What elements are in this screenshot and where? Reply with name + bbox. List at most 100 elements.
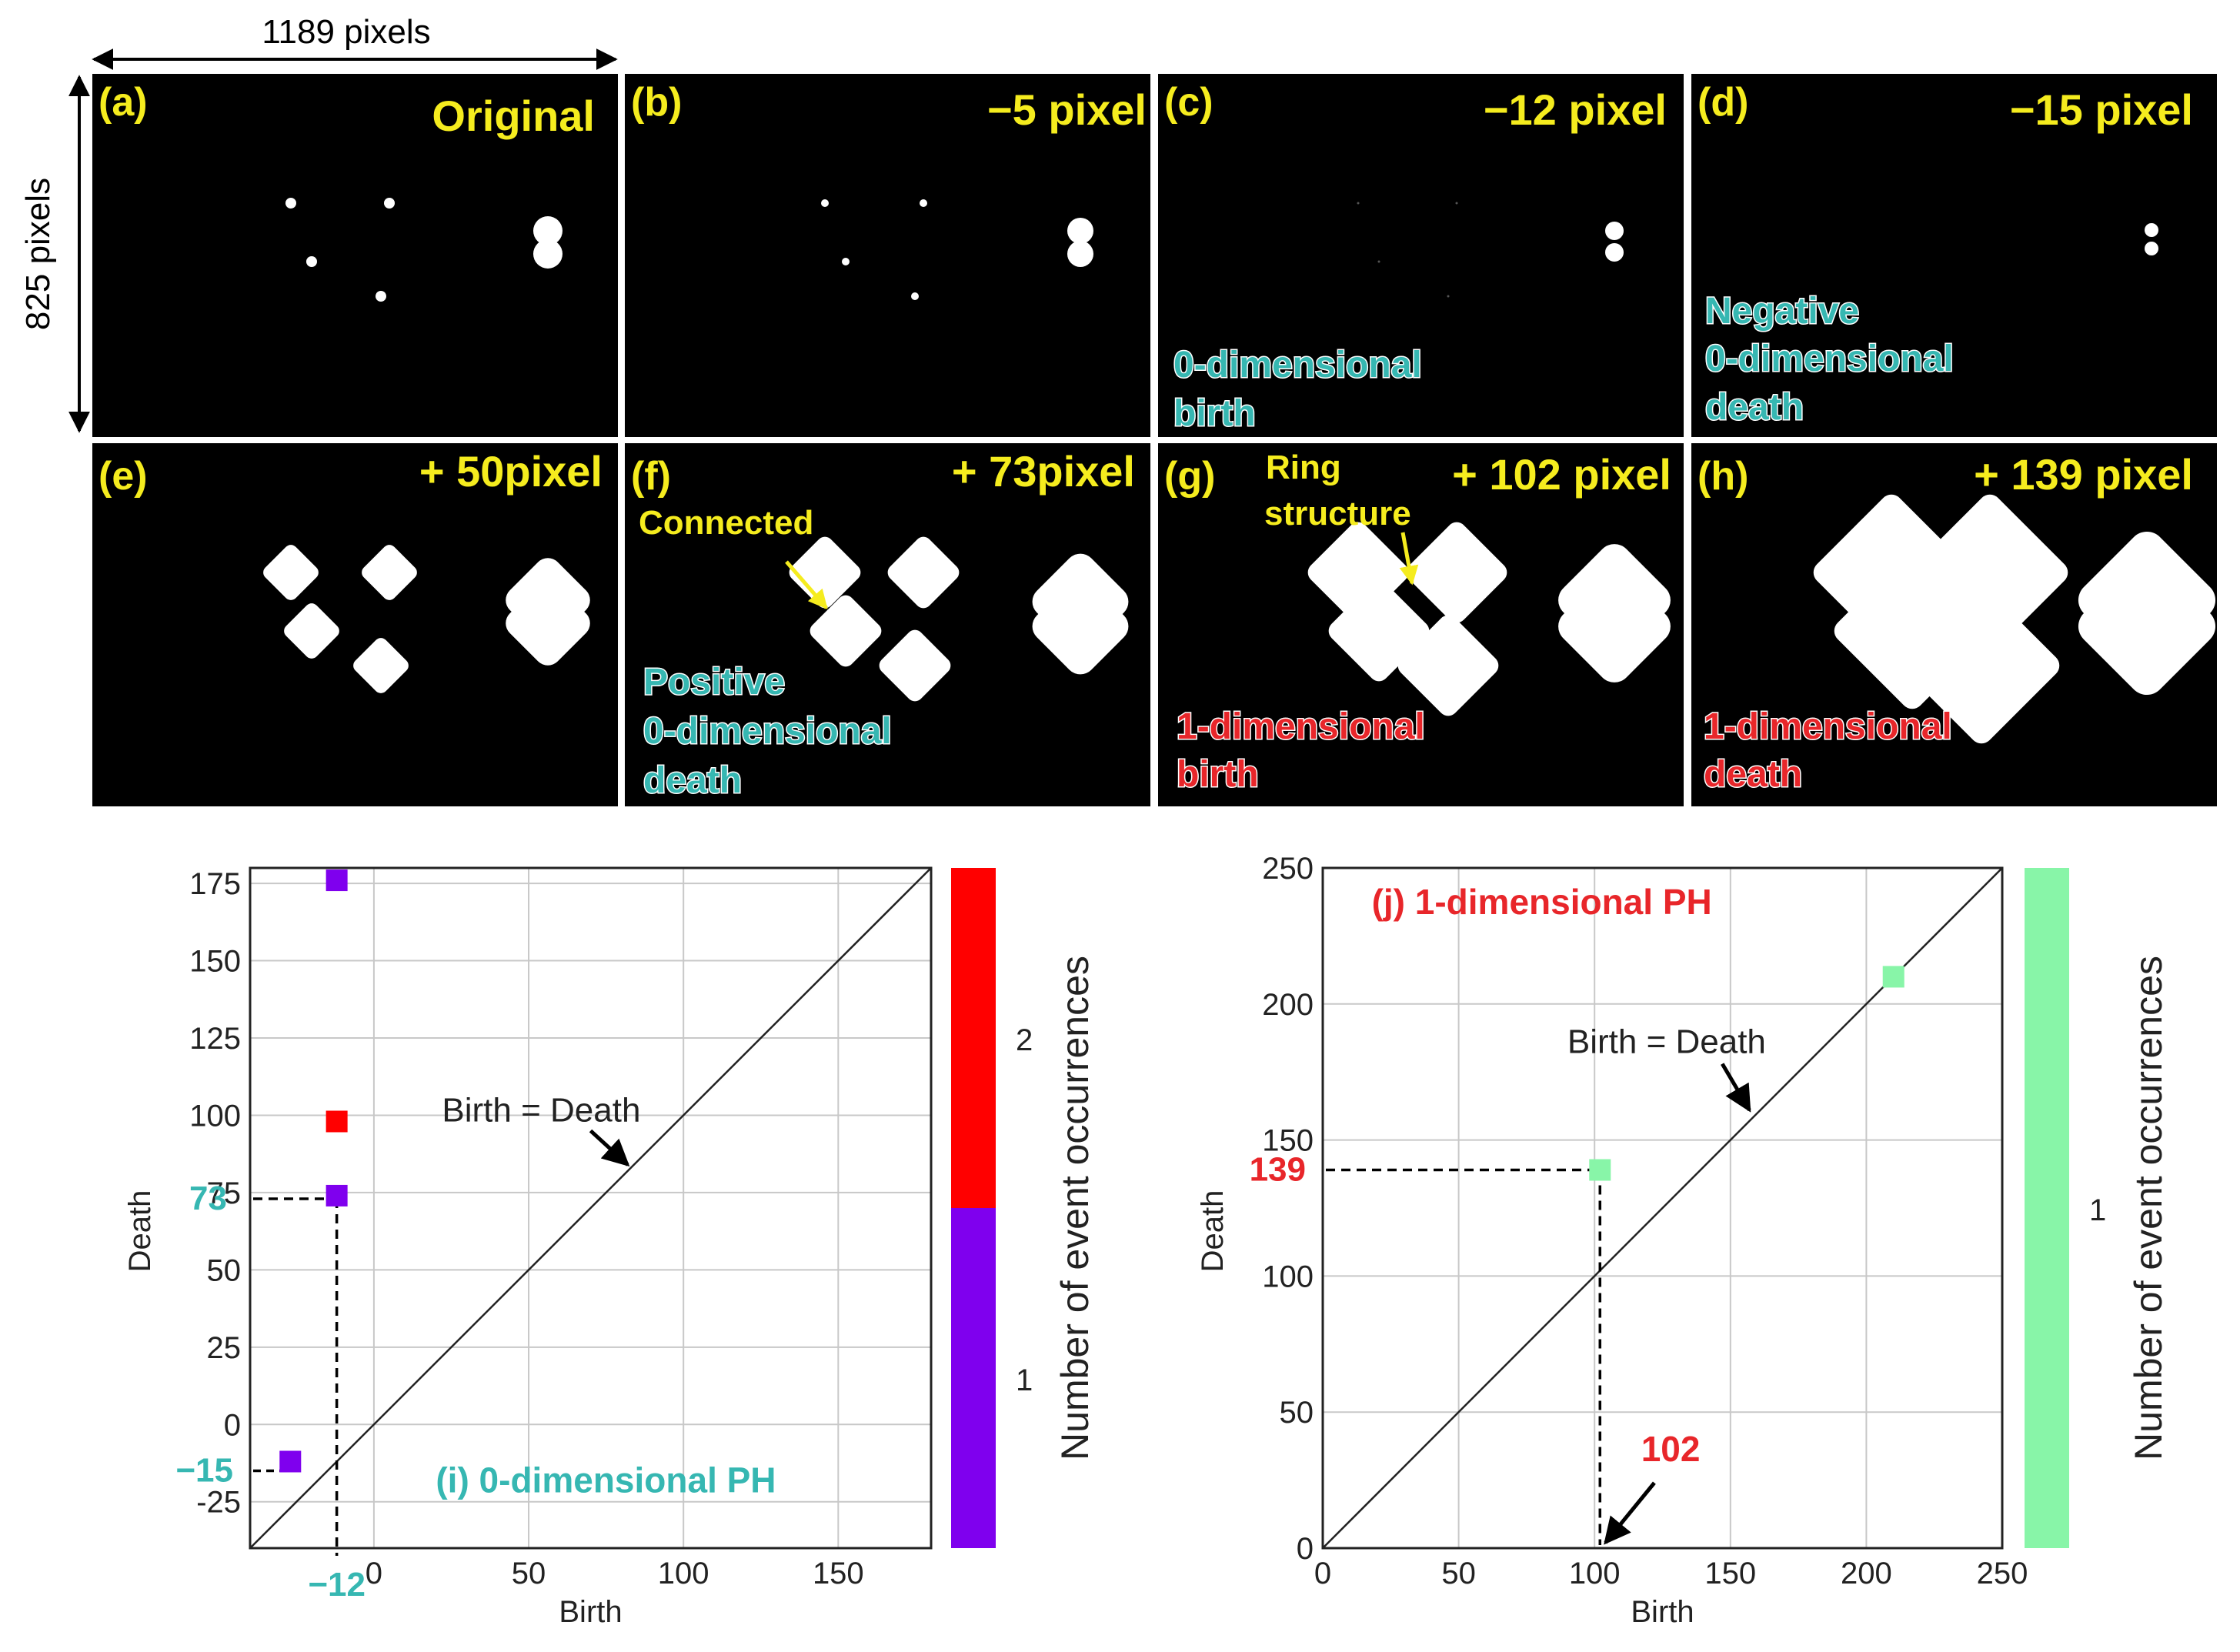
y-tick-label: 50 (1280, 1396, 1314, 1430)
x-axis-label: Birth (1631, 1595, 1694, 1629)
dimension-annotations: 1189 pixels 825 pixels (19, 13, 618, 433)
x-tick-label: 0 (1314, 1557, 1331, 1590)
dot (1377, 260, 1380, 263)
plot-frame (1321, 866, 2004, 1550)
tick-labels: 0 50 100 150 -25 0 25 50 75 100 125 150 175 (189, 867, 863, 1590)
highlight-arrow (1604, 1481, 1656, 1545)
blobs (1813, 494, 2216, 744)
panel-background (625, 74, 1150, 437)
diamond (2078, 557, 2216, 696)
y-tick-label: 0 (1297, 1532, 1314, 1566)
blob (1605, 222, 1624, 240)
panel-h: (h) + 139 pixel 1-dimensional death (1691, 443, 2217, 806)
panel-d: (d) −15 pixel Negative 0-dimensional dea… (1691, 74, 2217, 437)
persistence-point (325, 1184, 348, 1206)
panel-title: −15 pixel (2010, 85, 2193, 134)
x-tick-label: 150 (813, 1557, 864, 1590)
x-tick-label: 100 (658, 1557, 709, 1590)
panel-title: −5 pixel (987, 85, 1147, 134)
panel-tag: (h) (1698, 454, 1748, 499)
x-tick-label: 50 (512, 1557, 546, 1590)
colorbar-tick-label: 2 (1016, 1023, 1033, 1057)
persistence-diagram-1d: 0 50 100 150 200 250 0 50 100 150 200 250 Birth Dea… (1196, 852, 2170, 1629)
dot (920, 199, 927, 207)
colorbar-tick-label: 1 (1016, 1363, 1033, 1397)
x-tick-label: 0 (366, 1557, 382, 1590)
persistence-point (325, 869, 348, 892)
y-tick-label: 100 (189, 1099, 241, 1133)
diamond (887, 536, 960, 609)
dot (376, 291, 386, 302)
blobs (789, 536, 1129, 702)
blob (2145, 223, 2158, 237)
blob (2145, 242, 2158, 255)
diamond (1903, 587, 2060, 744)
blobs (1307, 522, 1671, 716)
diamond (362, 545, 417, 600)
blob (1067, 218, 1093, 244)
dot (285, 198, 296, 209)
y-tick-label: 150 (1262, 1124, 1314, 1158)
ring-annotation-line-1: Ring (1266, 449, 1341, 486)
y-tick-label: 150 (189, 945, 241, 979)
grid (250, 868, 931, 1548)
diamond (1406, 522, 1507, 623)
blob (1605, 243, 1624, 262)
diamond (1558, 570, 1671, 682)
colorbar: 12 (951, 868, 1033, 1548)
y-axis-label: Death (1196, 1190, 1230, 1273)
dot (911, 292, 919, 300)
width-label: 1189 pixels (262, 13, 430, 51)
colorbar-label: Number of event occurrences (2127, 956, 2170, 1460)
persistence-point (1882, 966, 1905, 988)
overlay-line-1: Positive (643, 662, 785, 703)
panel-title: −12 pixel (1484, 85, 1667, 134)
panel-tag: (d) (1698, 80, 1748, 125)
diamond (506, 581, 590, 666)
panel-background (1158, 74, 1684, 437)
x-tick-label: 100 (1569, 1557, 1621, 1590)
y-tick-label: 25 (207, 1331, 242, 1365)
blob (533, 239, 563, 269)
y-tick-label: 0 (224, 1408, 241, 1442)
panel-f: (f) + 73pixel Connected Positive 0-dimen… (625, 443, 1150, 806)
panel-title: + 102 pixel (1452, 450, 1671, 499)
colorbar: 1 (2025, 868, 2106, 1548)
y-tick-label: -25 (196, 1486, 241, 1520)
diamond (1032, 578, 1129, 675)
overlay-line-1: 1-dimensional (1704, 706, 1952, 747)
y-tick-label: 50 (207, 1253, 242, 1287)
diamond (263, 545, 319, 600)
plot-frame (249, 866, 933, 1550)
overlay-line-2: 0-dimensional (643, 711, 892, 752)
diamond (1397, 615, 1499, 716)
connected-arrow (785, 560, 828, 609)
chart-title: (i) 0-dimensional PH (436, 1460, 776, 1500)
diagonal-arrow (589, 1129, 630, 1167)
highlight-y-label-2: 73 (189, 1180, 227, 1217)
blobs (821, 199, 1093, 300)
data-points (1589, 966, 1905, 1181)
image-panels: (a) Original (b) −5 pixel (92, 74, 2217, 806)
dot (1455, 202, 1458, 205)
panel-tag: (a) (98, 80, 148, 125)
diagonal-label: Birth = Death (1567, 1023, 1766, 1060)
blobs (263, 545, 590, 693)
y-tick-label: 125 (189, 1022, 241, 1056)
diamond (810, 595, 882, 667)
overlay-line-1: 1-dimensional (1177, 706, 1425, 747)
y-tick-label: 175 (189, 867, 241, 901)
dot (842, 258, 850, 265)
panel-title: + 139 pixel (1974, 450, 2193, 499)
highlight-y-label: −15 (175, 1452, 233, 1490)
panel-tag: (c) (1164, 80, 1213, 125)
panel-c: (c) −12 pixel 0-dimensional birth (1158, 74, 1684, 437)
overlay-line-1: Negative (1705, 291, 1859, 332)
persistence-point (1589, 1159, 1611, 1181)
guide-lines (1326, 1168, 1602, 1545)
highlight-x-label: −12 (308, 1566, 366, 1604)
diamond (879, 629, 951, 702)
persistence-diagram-0d: 0 50 100 150 -25 0 25 50 75 100 125 150 175 Birth De… (123, 866, 1097, 1629)
panel-title: Original (432, 92, 595, 140)
